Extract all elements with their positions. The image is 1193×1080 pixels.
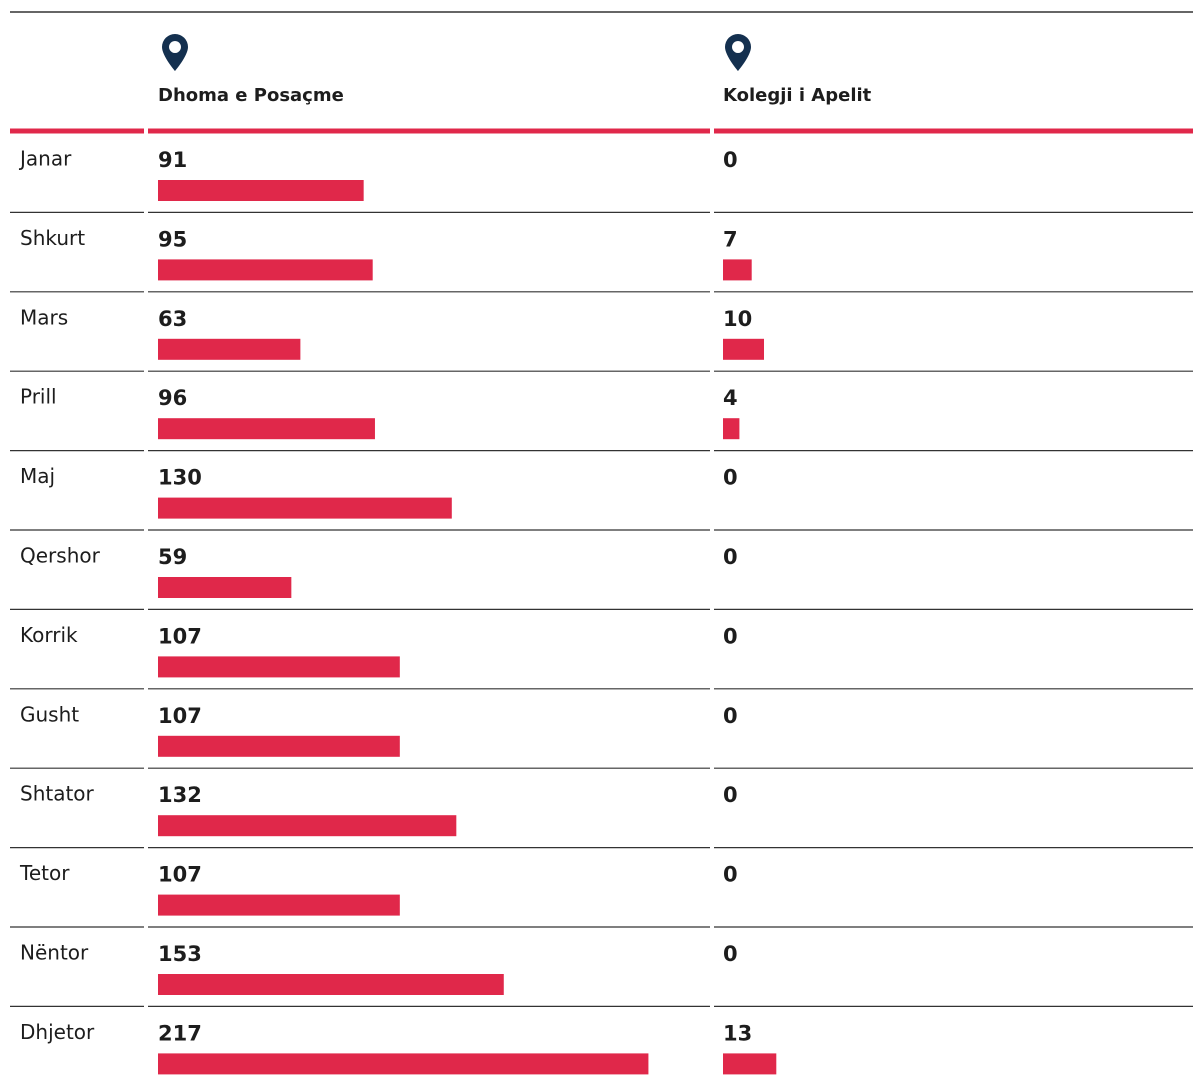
bar [158, 656, 400, 678]
month-label: Qershor [20, 544, 101, 568]
value-label: 10 [723, 307, 752, 331]
month-label: Janar [18, 147, 72, 171]
pin-icon [725, 34, 751, 71]
bar [158, 577, 292, 598]
value-label: 0 [723, 783, 738, 807]
value-label: 132 [158, 783, 202, 807]
month-label: Shtator [20, 782, 95, 806]
bar [158, 974, 504, 995]
value-label: 59 [158, 545, 187, 569]
value-label: 4 [723, 386, 738, 410]
value-label: 107 [158, 863, 202, 887]
bar [158, 1053, 649, 1075]
value-label: 0 [723, 624, 738, 648]
month-label: Prill [20, 385, 57, 409]
value-label: 217 [158, 1021, 202, 1045]
value-label: 0 [723, 466, 738, 490]
bar [158, 815, 457, 837]
value-label: 0 [723, 863, 738, 887]
month-label: Nëntor [20, 941, 89, 965]
value-label: 0 [723, 545, 738, 569]
month-label: Tetor [19, 861, 70, 885]
bar [723, 338, 764, 360]
month-label: Mars [20, 305, 68, 329]
bar [723, 259, 752, 281]
bar [158, 338, 301, 360]
month-label: Maj [20, 464, 55, 488]
month-label: Gusht [20, 702, 79, 726]
value-label: 91 [158, 148, 187, 172]
bar [158, 180, 364, 201]
value-label: 0 [723, 942, 738, 966]
bar [158, 894, 400, 916]
value-label: 96 [158, 386, 187, 410]
value-label: 107 [158, 624, 202, 648]
value-label: 107 [158, 704, 202, 728]
value-label: 7 [723, 227, 738, 251]
value-label: 0 [723, 148, 738, 172]
value-label: 0 [723, 704, 738, 728]
value-label: 95 [158, 227, 187, 251]
bar [158, 497, 452, 519]
bar [723, 418, 740, 440]
value-label: 13 [723, 1021, 752, 1045]
month-label: Korrik [20, 623, 78, 647]
month-label: Dhjetor [20, 1020, 95, 1044]
column-header: Dhoma e Posaçme [158, 85, 344, 106]
month-label: Shkurt [20, 226, 85, 250]
pin-icon [162, 34, 188, 71]
value-label: 63 [158, 307, 187, 331]
bar [158, 735, 400, 757]
value-label: 153 [158, 942, 202, 966]
bar [723, 1053, 777, 1075]
bar [158, 418, 375, 440]
column-header: Kolegji i Apelit [723, 85, 872, 106]
bar [158, 259, 373, 281]
value-label: 130 [158, 466, 202, 490]
